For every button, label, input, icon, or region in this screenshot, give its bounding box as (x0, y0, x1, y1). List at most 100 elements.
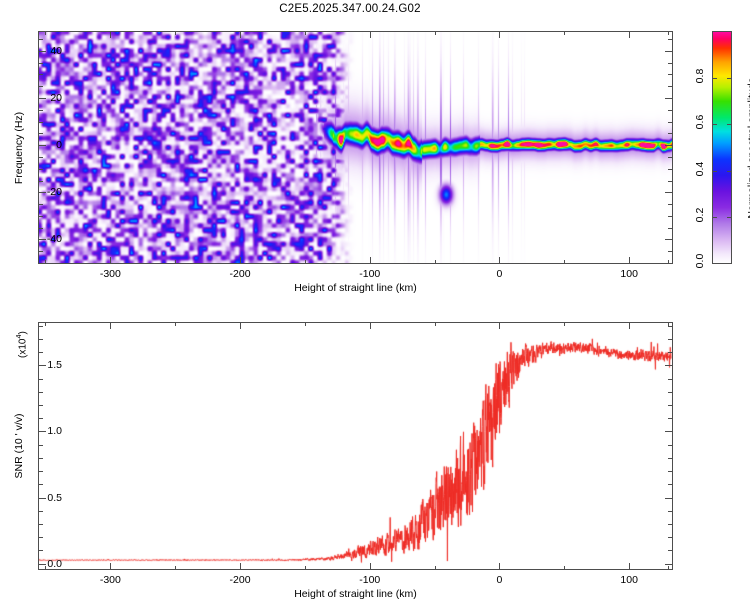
ytick-minor-bot-r (668, 325, 672, 327)
ytick-major-bot (39, 563, 46, 565)
ytick-major-bot (39, 497, 46, 499)
ytick-minor-top (39, 215, 43, 217)
xtick-major-top2 (240, 31, 242, 38)
spectrogram-image (39, 32, 672, 263)
xtick-minor-bot2 (668, 322, 670, 326)
ytick-major-top (39, 145, 46, 147)
ytick-minor-bot (39, 391, 43, 393)
xtick-minor-bot2 (564, 322, 566, 326)
colorbar-tick-label: 0.8 (694, 68, 706, 84)
colorbar-title: Normalized spectral amplitude (746, 76, 750, 219)
ytick-major-top-r (665, 50, 672, 52)
xtick-major-top (499, 257, 501, 264)
xtick-major-bot2 (110, 322, 112, 329)
ytick-minor-top-r (668, 204, 672, 206)
snr-xlabel: Height of straight line (km) (294, 588, 417, 600)
xtick-major-bot2 (369, 322, 371, 329)
spectrogram-plot (38, 31, 673, 264)
xtick-minor-top (304, 260, 306, 264)
ytick-minor-top-r (668, 215, 672, 217)
xtick-label-bot: -100 (359, 574, 381, 586)
xtick-major-top (110, 257, 112, 264)
xtick-minor-bot (175, 566, 177, 570)
ytick-minor-bot (39, 524, 43, 526)
xtick-minor-top (564, 260, 566, 264)
ytick-minor-bot (39, 418, 43, 420)
xtick-major-top2 (629, 31, 631, 38)
xtick-label-top: 100 (620, 268, 638, 280)
ytick-label-top: 20 (50, 92, 62, 104)
xtick-minor-top (668, 260, 670, 264)
ytick-minor-bot (39, 471, 43, 473)
ytick-label-bot: 1.5 (47, 359, 62, 372)
colorbar-tick-r (727, 170, 731, 172)
ytick-major-bot-r (665, 563, 672, 565)
xtick-minor-bot2 (45, 322, 47, 326)
xtick-major-bot (240, 563, 242, 570)
ytick-major-top-r (665, 145, 672, 147)
ytick-minor-top (39, 39, 43, 41)
xtick-minor-top2 (668, 31, 670, 35)
xtick-minor-bot2 (304, 322, 306, 326)
ytick-label-top: -40 (46, 233, 62, 246)
xtick-minor-bot (564, 566, 566, 570)
colorbar-tick (713, 78, 717, 80)
ytick-minor-top-r (668, 74, 672, 76)
ytick-major-bot-r (665, 431, 672, 433)
ytick-minor-top-r (668, 121, 672, 123)
ytick-minor-bot-r (668, 352, 672, 354)
xtick-minor-bot (434, 566, 436, 570)
ytick-minor-bot (39, 510, 43, 512)
snr-ylabel: SNR (10 ' v/v) (13, 413, 25, 479)
ytick-label-top: 0 (56, 139, 62, 152)
xtick-major-bot (629, 563, 631, 570)
xtick-major-top2 (110, 31, 112, 38)
ytick-minor-bot (39, 325, 43, 327)
ytick-minor-bot-r (668, 550, 672, 552)
ytick-minor-bot-r (668, 537, 672, 539)
ytick-major-top-r (665, 192, 672, 194)
ytick-minor-bot (39, 378, 43, 380)
ytick-major-bot-r (665, 365, 672, 367)
xtick-label-bot: 100 (620, 574, 638, 586)
ytick-minor-top-r (668, 168, 672, 170)
ytick-minor-bot-r (668, 444, 672, 446)
ytick-minor-bot (39, 550, 43, 552)
ytick-minor-top-r (668, 180, 672, 182)
xtick-major-bot2 (629, 322, 631, 329)
colorbar-tick-label: 0.2 (694, 207, 706, 223)
colorbar-gradient (713, 32, 731, 263)
ytick-minor-top-r (668, 156, 672, 158)
xtick-major-top (240, 257, 242, 264)
xtick-minor-top (629, 260, 631, 264)
ytick-label-top: -20 (46, 186, 62, 199)
xtick-label-top: 0 (496, 268, 503, 280)
ytick-minor-bot (39, 457, 43, 459)
ytick-minor-top-r (668, 133, 672, 135)
ytick-minor-bot-r (668, 524, 672, 526)
xtick-minor-top (175, 260, 177, 264)
spectrogram-xlabel: Height of straight line (km) (294, 282, 417, 294)
ytick-minor-bot-r (668, 391, 672, 393)
ytick-minor-top (39, 156, 43, 158)
ytick-minor-top (39, 168, 43, 170)
xtick-minor-bot (45, 566, 47, 570)
colorbar-tick (713, 170, 717, 172)
xtick-label-bot: 0 (496, 574, 503, 586)
page-title: C2E5.2025.347.00.24.G02 (279, 3, 421, 15)
ytick-minor-top-r (668, 39, 672, 41)
ytick-minor-top (39, 227, 43, 229)
ytick-minor-top-r (668, 86, 672, 88)
xtick-minor-bot2 (175, 322, 177, 326)
ytick-major-top (39, 239, 46, 241)
ytick-label-bot: 1.0 (47, 425, 62, 438)
xtick-minor-top2 (564, 31, 566, 35)
ytick-label-bot: 0.0 (47, 557, 62, 570)
xtick-label-top: -200 (229, 268, 251, 280)
colorbar-tick-label: 0.6 (694, 115, 706, 130)
ytick-minor-top (39, 133, 43, 135)
ytick-major-top-r (665, 98, 672, 99)
xtick-minor-bot2 (434, 322, 436, 326)
colorbar-tick-r (727, 263, 731, 264)
